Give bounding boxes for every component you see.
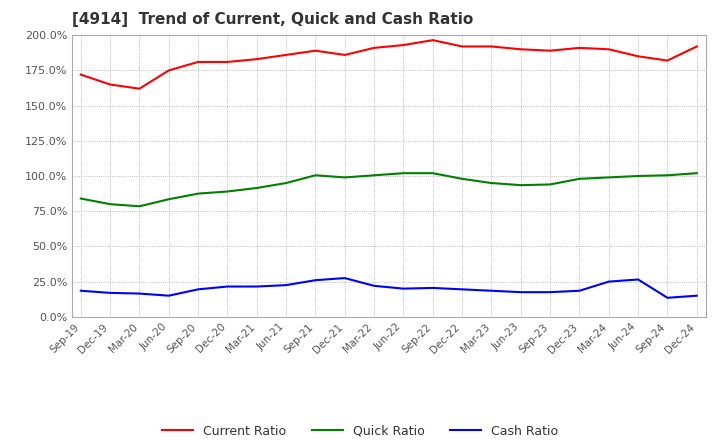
Quick Ratio xyxy=(223,189,232,194)
Quick Ratio xyxy=(164,197,173,202)
Cash Ratio xyxy=(487,288,496,293)
Current Ratio xyxy=(370,45,379,51)
Current Ratio xyxy=(76,72,85,77)
Quick Ratio xyxy=(253,185,261,191)
Current Ratio xyxy=(458,44,467,49)
Cash Ratio xyxy=(516,290,525,295)
Current Ratio xyxy=(135,86,144,92)
Quick Ratio xyxy=(282,180,290,186)
Cash Ratio xyxy=(663,295,672,301)
Cash Ratio xyxy=(575,288,584,293)
Cash Ratio xyxy=(76,288,85,293)
Current Ratio xyxy=(487,44,496,49)
Cash Ratio xyxy=(223,284,232,289)
Cash Ratio xyxy=(253,284,261,289)
Quick Ratio xyxy=(516,183,525,188)
Quick Ratio xyxy=(341,175,349,180)
Text: [4914]  Trend of Current, Quick and Cash Ratio: [4914] Trend of Current, Quick and Cash … xyxy=(72,12,473,27)
Quick Ratio xyxy=(76,196,85,201)
Cash Ratio xyxy=(106,290,114,296)
Cash Ratio xyxy=(282,282,290,288)
Cash Ratio xyxy=(605,279,613,284)
Line: Current Ratio: Current Ratio xyxy=(81,40,697,89)
Quick Ratio xyxy=(693,171,701,176)
Legend: Current Ratio, Quick Ratio, Cash Ratio: Current Ratio, Quick Ratio, Cash Ratio xyxy=(157,420,563,440)
Current Ratio xyxy=(194,59,202,65)
Line: Cash Ratio: Cash Ratio xyxy=(81,278,697,298)
Quick Ratio xyxy=(605,175,613,180)
Quick Ratio xyxy=(194,191,202,196)
Current Ratio xyxy=(311,48,320,53)
Quick Ratio xyxy=(135,204,144,209)
Cash Ratio xyxy=(399,286,408,291)
Quick Ratio xyxy=(399,171,408,176)
Current Ratio xyxy=(605,47,613,52)
Current Ratio xyxy=(106,82,114,87)
Cash Ratio xyxy=(311,278,320,283)
Current Ratio xyxy=(223,59,232,65)
Quick Ratio xyxy=(546,182,554,187)
Current Ratio xyxy=(663,58,672,63)
Current Ratio xyxy=(575,45,584,51)
Cash Ratio xyxy=(458,287,467,292)
Quick Ratio xyxy=(311,172,320,178)
Quick Ratio xyxy=(634,173,642,179)
Current Ratio xyxy=(282,52,290,58)
Current Ratio xyxy=(546,48,554,53)
Cash Ratio xyxy=(546,290,554,295)
Line: Quick Ratio: Quick Ratio xyxy=(81,173,697,206)
Quick Ratio xyxy=(663,172,672,178)
Cash Ratio xyxy=(693,293,701,298)
Quick Ratio xyxy=(487,180,496,186)
Current Ratio xyxy=(428,37,437,43)
Current Ratio xyxy=(164,68,173,73)
Quick Ratio xyxy=(428,171,437,176)
Current Ratio xyxy=(341,52,349,58)
Cash Ratio xyxy=(428,285,437,290)
Quick Ratio xyxy=(458,176,467,181)
Cash Ratio xyxy=(341,275,349,281)
Current Ratio xyxy=(693,44,701,49)
Cash Ratio xyxy=(370,283,379,289)
Cash Ratio xyxy=(164,293,173,298)
Cash Ratio xyxy=(135,291,144,296)
Current Ratio xyxy=(634,54,642,59)
Current Ratio xyxy=(253,56,261,62)
Current Ratio xyxy=(516,47,525,52)
Cash Ratio xyxy=(634,277,642,282)
Current Ratio xyxy=(399,42,408,48)
Quick Ratio xyxy=(106,202,114,207)
Quick Ratio xyxy=(370,172,379,178)
Quick Ratio xyxy=(575,176,584,181)
Cash Ratio xyxy=(194,287,202,292)
